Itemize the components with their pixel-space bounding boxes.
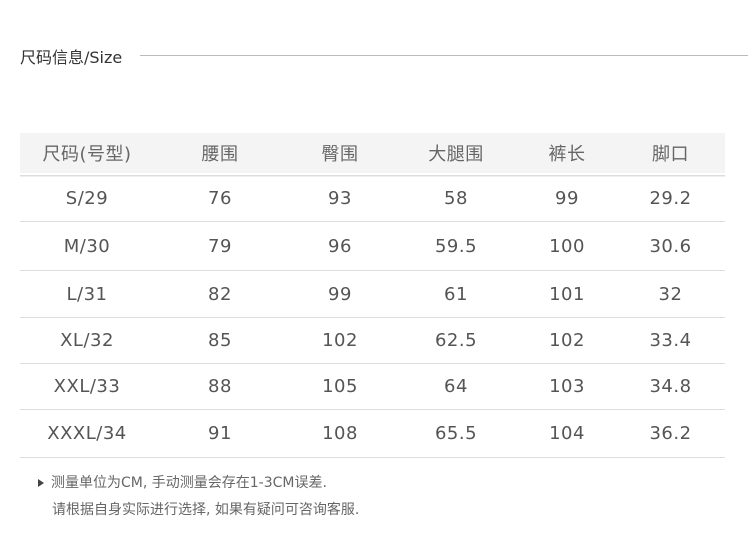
table-cell: 99 bbox=[555, 188, 579, 209]
note-line-1: 测量单位为CM, 手动测量会存在1-3CM误差. bbox=[38, 472, 327, 492]
table-cell: 30.6 bbox=[649, 235, 692, 257]
table-cell: 76 bbox=[208, 188, 232, 209]
table-cell: 65.5 bbox=[434, 423, 478, 444]
table-cell: 102 bbox=[322, 330, 358, 351]
table-cell: 96 bbox=[328, 235, 352, 257]
table-row: L/31 82 99 61 101 32 bbox=[20, 271, 725, 318]
table-cell: 101 bbox=[549, 283, 585, 305]
table-cell: 59.5 bbox=[434, 235, 478, 257]
table-cell: XXXL/34 bbox=[47, 423, 127, 444]
table-cell: 64 bbox=[444, 376, 468, 397]
section-title: 尺码信息/Size bbox=[20, 48, 123, 67]
table-row: S/29 76 93 58 99 29.2 bbox=[20, 176, 725, 222]
table-cell: 61 bbox=[444, 283, 468, 305]
table-cell: XXL/33 bbox=[53, 376, 121, 397]
table-cell: 79 bbox=[208, 235, 232, 257]
triangle-bullet-icon bbox=[38, 479, 44, 487]
table-cell: 62.5 bbox=[434, 330, 478, 351]
table-cell: 102 bbox=[549, 330, 585, 351]
table-cell: M/30 bbox=[63, 235, 111, 257]
table-cell: S/29 bbox=[65, 188, 109, 209]
table-cell: 103 bbox=[549, 376, 585, 397]
table-cell: 105 bbox=[322, 376, 358, 397]
table-cell: 29.2 bbox=[649, 188, 692, 209]
column-header: 腰围 bbox=[201, 144, 239, 165]
column-header: 裤长 bbox=[548, 144, 586, 165]
table-cell: 32 bbox=[658, 283, 683, 305]
table-row: XL/32 85 102 62.5 102 33.4 bbox=[20, 318, 725, 364]
table-row: XXXL/34 91 108 65.5 104 36.2 bbox=[20, 410, 725, 458]
note-text-1: 测量单位为CM, 手动测量会存在1-3CM误差. bbox=[51, 475, 327, 491]
title-divider bbox=[140, 55, 748, 56]
table-cell: 91 bbox=[208, 423, 232, 444]
column-header: 尺码(号型) bbox=[42, 144, 132, 165]
table-header-row: 尺码(号型) 腰围 臀围 大腿围 裤长 脚口 bbox=[20, 133, 725, 173]
table-cell: L/31 bbox=[66, 283, 108, 305]
table-row: M/30 79 96 59.5 100 30.6 bbox=[20, 222, 725, 271]
table-cell: 93 bbox=[328, 188, 352, 209]
column-header: 脚口 bbox=[652, 144, 689, 165]
size-table: 尺码(号型) 腰围 臀围 大腿围 裤长 脚口 S/29 76 93 58 99 29.2 M/30 79… bbox=[20, 133, 725, 458]
table-cell: 82 bbox=[208, 283, 232, 305]
column-header: 臀围 bbox=[321, 144, 359, 165]
table-cell: XL/32 bbox=[60, 330, 114, 351]
table-cell: 85 bbox=[208, 330, 232, 351]
table-cell: 100 bbox=[549, 235, 585, 257]
table-cell: 34.8 bbox=[649, 376, 692, 397]
table-cell: 58 bbox=[444, 188, 468, 209]
table-cell: 108 bbox=[322, 423, 358, 444]
column-header: 大腿围 bbox=[428, 144, 484, 165]
table-cell: 99 bbox=[328, 283, 352, 305]
note-line-2: 请根据自身实际进行选择, 如果有疑问可咨询客服. bbox=[52, 502, 360, 518]
table-cell: 36.2 bbox=[649, 423, 692, 444]
table-row: XXL/33 88 105 64 103 34.8 bbox=[20, 364, 725, 410]
table-cell: 88 bbox=[208, 376, 232, 397]
table-cell: 33.4 bbox=[649, 330, 692, 351]
table-cell: 104 bbox=[549, 423, 585, 444]
